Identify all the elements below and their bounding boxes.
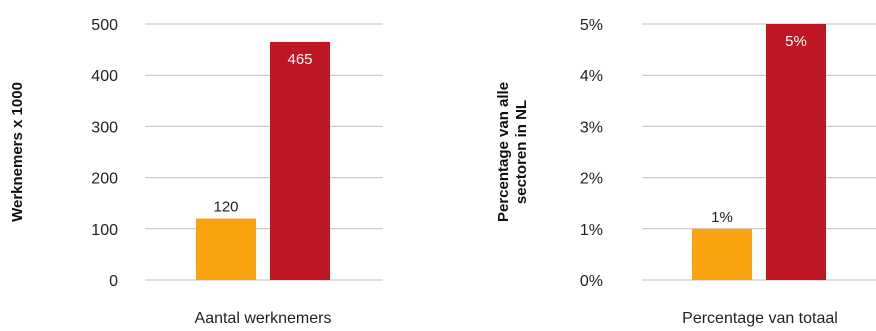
- y-tick-label: 200: [91, 171, 118, 188]
- y-axis-label: Percentage van allesectoren in NL: [495, 82, 530, 222]
- bar: [766, 24, 826, 280]
- y-tick-label: 0: [109, 273, 118, 290]
- bar: [196, 218, 256, 280]
- y-tick-label: 400: [91, 68, 118, 85]
- data-label: 465: [287, 51, 312, 68]
- y-tick-label: 1%: [580, 222, 603, 239]
- y-tick-label: 500: [91, 17, 118, 34]
- left-bar-chart: 0 100 200 300 400 500 120 465 Aantal werknemers W…: [9, 17, 383, 327]
- x-axis-label: Percentage van totaal: [682, 310, 838, 327]
- y-tick-label: 2%: [580, 171, 603, 188]
- bar: [692, 228, 752, 280]
- y-tick-label: 300: [91, 119, 118, 136]
- y-tick-label: 100: [91, 222, 118, 239]
- data-label: 120: [213, 199, 238, 216]
- y-tick-label: 5%: [580, 17, 603, 34]
- y-tick-label: 4%: [580, 68, 603, 85]
- y-axis-label: Werknemers x 1000: [9, 82, 26, 222]
- bar: [270, 41, 330, 280]
- data-label: 5%: [785, 33, 807, 50]
- data-label: 1%: [711, 209, 733, 226]
- x-axis-label: Aantal werknemers: [195, 310, 332, 327]
- y-tick-label: 0%: [580, 273, 603, 290]
- right-bar-chart: 0% 1% 2% 3% 4% 5% 1% 5% Percentage van totaal Per…: [495, 17, 876, 327]
- y-tick-label: 3%: [580, 119, 603, 136]
